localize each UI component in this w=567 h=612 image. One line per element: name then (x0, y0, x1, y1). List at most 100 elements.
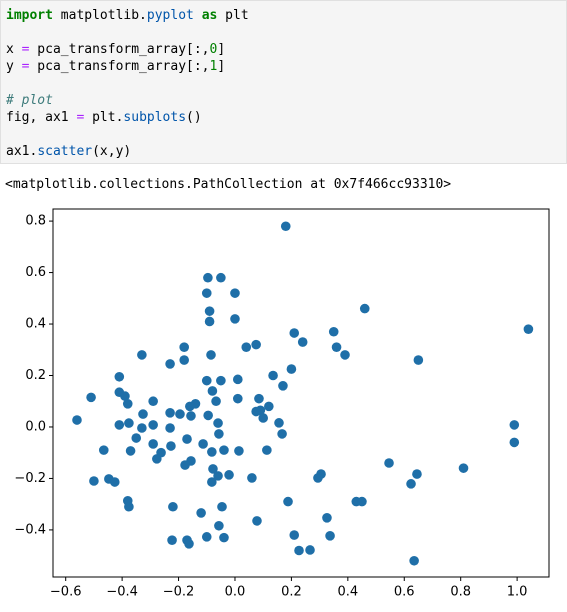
point (190, 399, 201, 409)
code-token: fig, ax1 (6, 110, 77, 125)
point (204, 316, 215, 327)
x-tick-label: 1.0 (507, 585, 528, 600)
point (137, 350, 147, 360)
point (138, 409, 148, 419)
point (86, 392, 96, 403)
point (201, 375, 212, 386)
code-token: ] (217, 59, 226, 74)
point (258, 413, 268, 423)
code-line: import matplotlib.pyplot as plt (6, 7, 249, 24)
point (167, 535, 177, 545)
point (148, 396, 158, 407)
point (251, 406, 261, 417)
code-token: () (186, 110, 202, 125)
point (384, 458, 394, 468)
code-token: # plot (6, 93, 53, 108)
point (148, 439, 158, 449)
y-tick-label: −0.2 (14, 471, 46, 486)
x-tick-label: 0.4 (337, 585, 358, 600)
point (168, 501, 178, 512)
code-token: ] (217, 42, 226, 57)
point (340, 350, 350, 360)
point (406, 479, 416, 489)
x-tick-label: 0.8 (450, 585, 471, 600)
code-token: import (6, 8, 53, 23)
point (148, 420, 158, 430)
output-text: <matplotlib.collections.PathCollection a… (5, 177, 452, 192)
code-token: = (76, 110, 85, 125)
y-tick-label: −0.4 (14, 522, 46, 537)
point (286, 364, 297, 374)
point (184, 539, 194, 549)
point (268, 370, 278, 381)
point (182, 434, 192, 444)
point (322, 513, 332, 523)
code-line: fig, ax1 = plt.subplots() (6, 109, 202, 126)
point (165, 359, 175, 369)
code-token: plt. (84, 110, 124, 125)
x-tick-label: 0.0 (225, 585, 246, 600)
y-tick-label: 0.6 (25, 265, 46, 280)
point (413, 355, 424, 365)
point (203, 272, 213, 283)
point (165, 423, 175, 433)
point (412, 469, 422, 479)
point (283, 496, 293, 507)
code-token: plt (217, 8, 249, 23)
point (230, 288, 240, 298)
point (213, 471, 223, 481)
point (89, 476, 99, 486)
code-token: subplots (123, 110, 187, 125)
point (219, 532, 229, 543)
point (458, 463, 469, 473)
point (357, 496, 367, 507)
point (165, 408, 175, 418)
x-tick-label: −0.4 (106, 585, 138, 600)
point (230, 314, 240, 324)
y-tick-label: 0.0 (25, 419, 46, 434)
point (509, 437, 520, 448)
point (233, 393, 243, 404)
point (213, 418, 223, 428)
x-tick-label: −0.2 (163, 585, 195, 600)
point (211, 396, 221, 407)
point (254, 393, 264, 404)
x-tick-label: 0.6 (394, 585, 415, 600)
point (305, 545, 315, 555)
point (207, 447, 217, 457)
code-token: pyplot (146, 8, 194, 23)
code-cell: import matplotlib.pyplot as plt x = pca_t… (0, 0, 567, 164)
point (179, 342, 189, 352)
x-tick-label: 0.2 (281, 585, 302, 600)
code-token: 0 (209, 42, 218, 57)
point (201, 288, 212, 298)
code-token: y (6, 59, 22, 74)
point (179, 355, 189, 365)
point (264, 401, 274, 412)
point (359, 303, 370, 314)
code-token: as (201, 8, 218, 23)
point (203, 410, 213, 421)
point (206, 350, 216, 360)
point (125, 446, 136, 456)
point (216, 375, 226, 386)
point (214, 520, 224, 531)
point (98, 445, 109, 455)
point (137, 423, 147, 433)
point (122, 399, 133, 409)
axes-frame (52, 208, 550, 578)
point (114, 420, 125, 430)
point (124, 501, 134, 512)
point (124, 418, 134, 428)
y-tick-label: 0.8 (25, 214, 46, 229)
code-token (194, 8, 202, 23)
point (325, 531, 335, 541)
point (294, 545, 304, 556)
point (114, 371, 125, 382)
point (207, 477, 217, 487)
point (224, 470, 234, 480)
point (289, 530, 300, 540)
point (328, 326, 339, 337)
point (72, 415, 82, 425)
